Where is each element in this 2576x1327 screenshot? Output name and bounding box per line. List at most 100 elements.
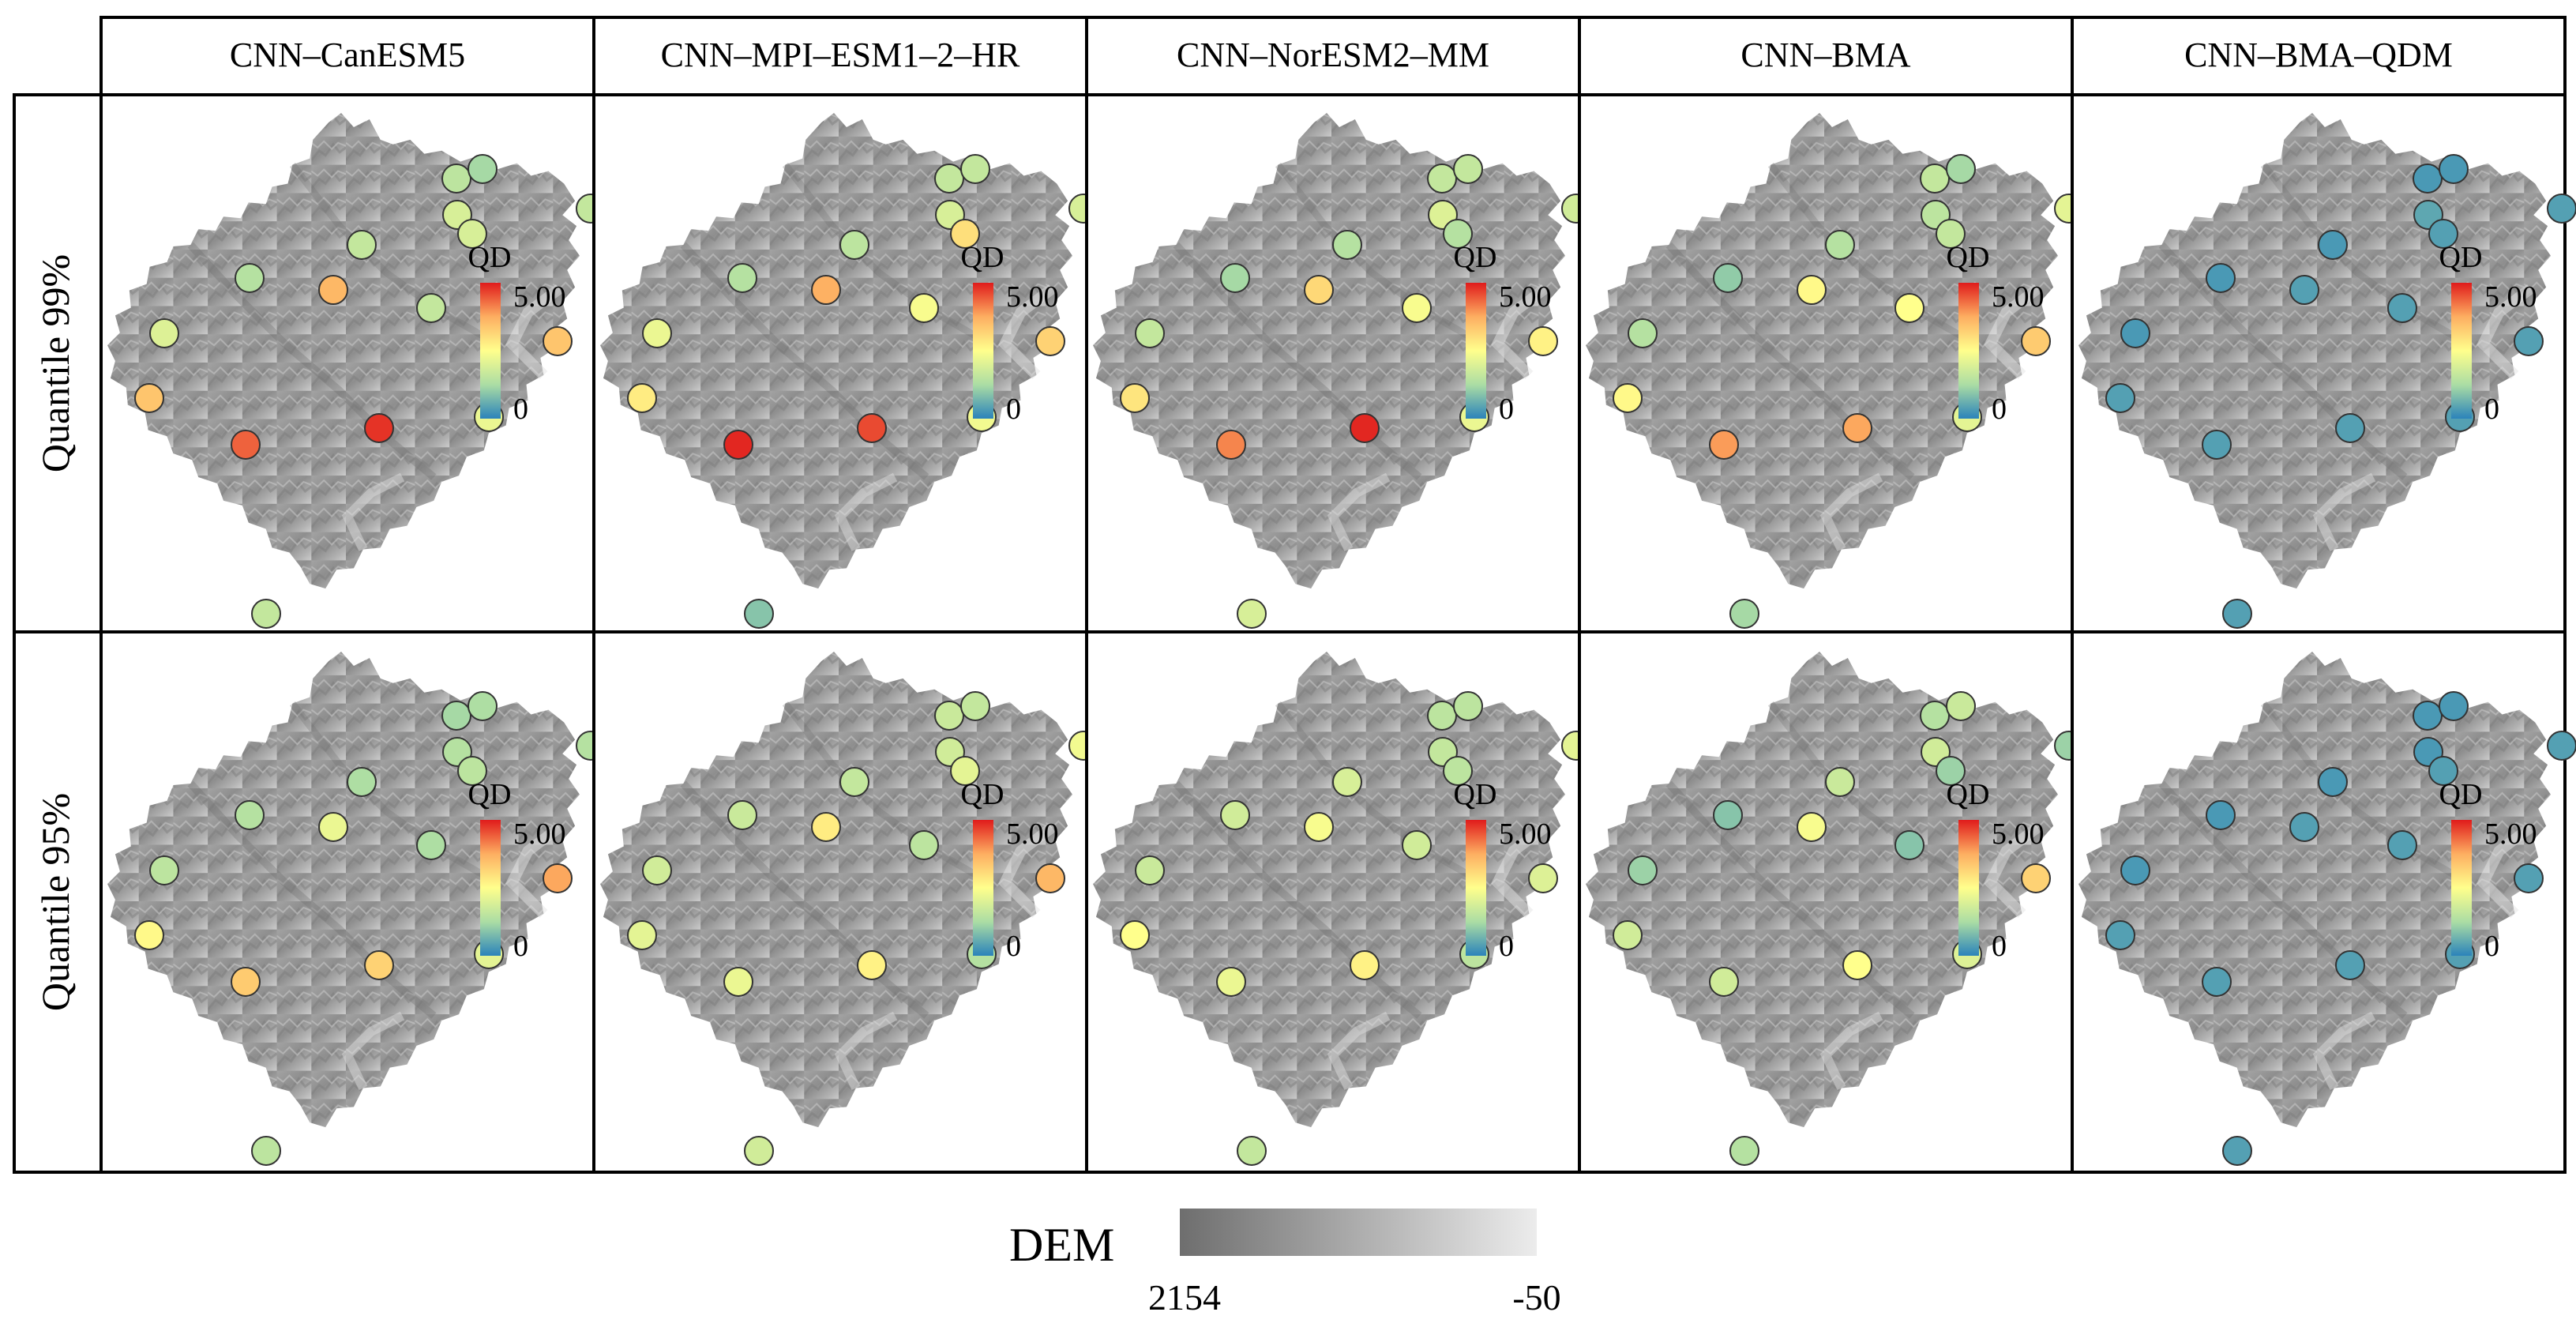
dem-left-label: 2154 (1148, 1277, 1221, 1318)
qd-colorbar (480, 820, 501, 956)
station-marker-s5 (1453, 154, 1483, 184)
qd-min-label: 0 (2484, 393, 2499, 426)
station-marker-s5 (1453, 691, 1483, 721)
dem-colorbar (1180, 1209, 1537, 1256)
station-marker-s12 (543, 863, 573, 893)
station-marker-s17 (251, 599, 281, 629)
station-marker-s9 (1797, 812, 1827, 842)
station-marker-s4 (441, 164, 471, 194)
station-marker-s14 (2202, 430, 2232, 460)
station-marker-s17 (1237, 1136, 1267, 1166)
station-marker-s10 (2387, 293, 2417, 323)
station-marker-s15 (2335, 413, 2365, 443)
station-marker-s8 (627, 383, 657, 413)
station-marker-s3 (1825, 230, 1855, 260)
row-header-box (13, 630, 103, 1174)
station-marker-s10 (909, 293, 939, 323)
station-marker-s1 (149, 855, 179, 885)
qd-legend-title: QD (961, 778, 1004, 811)
station-marker-s7 (2428, 219, 2458, 249)
qd-legend-title: QD (1947, 778, 1990, 811)
station-marker-s10 (2387, 830, 2417, 860)
qd-max-label: 5.00 (1499, 280, 1552, 314)
station-marker-s14 (2202, 967, 2232, 997)
station-marker-s14 (723, 967, 753, 997)
qd-max-label: 5.00 (1499, 818, 1552, 851)
station-marker-s15 (857, 413, 887, 443)
station-marker-s5 (468, 691, 498, 721)
qd-legend-title: QD (1454, 241, 1497, 274)
station-marker-s12 (2021, 863, 2051, 893)
station-marker-s9 (811, 275, 841, 305)
station-marker-s14 (1216, 430, 1246, 460)
station-marker-s7 (457, 219, 487, 249)
station-marker-s4 (934, 164, 964, 194)
station-marker-s10 (909, 830, 939, 860)
station-marker-s4 (1427, 701, 1457, 731)
map-panel: QD5.00 0 (2071, 93, 2576, 633)
qd-colorbar (973, 283, 993, 419)
station-marker-s2 (727, 800, 757, 830)
qd-max-label: 5.00 (2484, 280, 2537, 314)
station-marker-s3 (347, 230, 377, 260)
column-header-label: CNN–BMA (1740, 36, 1910, 74)
column-header-box (592, 16, 1088, 96)
station-marker-s14 (1709, 430, 1739, 460)
qd-colorbar (973, 820, 993, 956)
row-header: Quantile 99% (13, 93, 103, 633)
station-marker-s2 (727, 263, 757, 293)
station-marker-s10 (1402, 293, 1432, 323)
station-marker-s1 (1628, 855, 1658, 885)
station-marker-s14 (231, 430, 261, 460)
station-marker-s14 (231, 967, 261, 997)
column-header-box (100, 16, 595, 96)
station-marker-s4 (1427, 164, 1457, 194)
panel-grid: CNN–CanESM5 CNN–MPI–ESM1–2–HR CNN–NorESM2–… (13, 16, 2576, 1174)
dem-legend: DEM 2154 -50 (1009, 1209, 1561, 1318)
dem-right-label: -50 (1512, 1277, 1560, 1318)
station-marker-s4 (1920, 701, 1950, 731)
station-marker-s3 (2318, 230, 2348, 260)
station-marker-s4 (441, 701, 471, 731)
station-marker-s7 (950, 219, 980, 249)
station-marker-s8 (1613, 920, 1643, 950)
station-marker-s9 (1797, 275, 1827, 305)
qd-max-label: 5.00 (513, 280, 566, 314)
station-marker-s17 (2222, 599, 2252, 629)
qd-legend-title: QD (468, 778, 512, 811)
station-marker-s3 (2318, 767, 2348, 797)
station-marker-s17 (744, 1136, 774, 1166)
station-marker-s5 (2439, 154, 2469, 184)
station-marker-s12 (2514, 326, 2544, 356)
column-header-label: CNN–BMA–QDM (2184, 36, 2453, 74)
station-marker-s2 (235, 263, 265, 293)
map-panel: QD5.00 0 (100, 630, 670, 1174)
station-marker-s3 (839, 230, 869, 260)
station-marker-s14 (1709, 967, 1739, 997)
row-header-label: Quantile 99% (33, 254, 77, 472)
map-panel: QD5.00 0 (1578, 93, 2149, 633)
station-marker-s7 (1443, 219, 1473, 249)
station-marker-s9 (2289, 812, 2319, 842)
station-marker-s12 (543, 326, 573, 356)
qd-legend-title: QD (1454, 778, 1497, 811)
station-marker-s15 (1350, 413, 1380, 443)
qd-legend: QD5.00 0 (1454, 241, 1552, 426)
station-marker-s9 (811, 812, 841, 842)
station-marker-s1 (642, 318, 672, 348)
qd-min-label: 0 (2484, 930, 2499, 963)
qd-legend: QD5.00 0 (961, 778, 1059, 963)
station-marker-s12 (1035, 326, 1065, 356)
row-header-box (13, 93, 103, 633)
qd-legend: QD5.00 0 (2439, 778, 2537, 963)
station-marker-s17 (251, 1136, 281, 1166)
qd-min-label: 0 (1992, 393, 2007, 426)
station-marker-s4 (934, 701, 964, 731)
station-marker-s2 (1220, 800, 1250, 830)
map-panel: QD5.00 0 (592, 93, 1163, 633)
station-marker-s3 (1332, 230, 1362, 260)
qd-colorbar (1958, 283, 1979, 419)
station-marker-s14 (1216, 967, 1246, 997)
station-marker-s7 (2428, 756, 2458, 786)
